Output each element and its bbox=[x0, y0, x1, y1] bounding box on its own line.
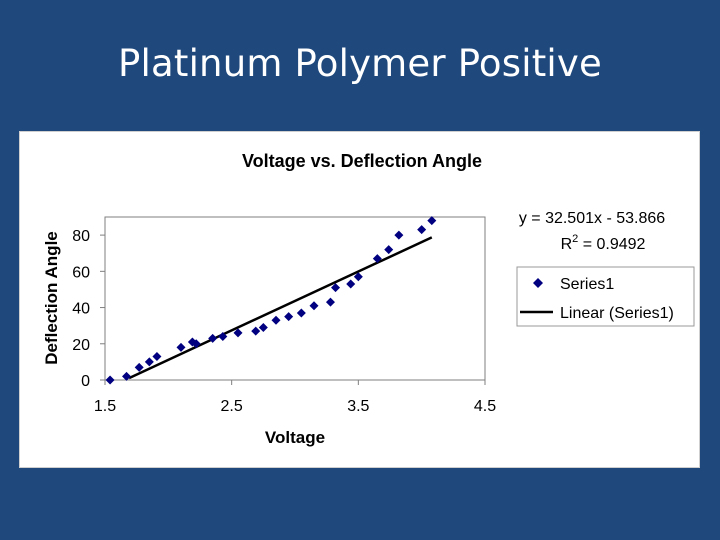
slide-title: Platinum Polymer Positive bbox=[118, 42, 602, 85]
data-point bbox=[144, 357, 154, 367]
data-point bbox=[105, 375, 115, 385]
data-point bbox=[271, 315, 281, 325]
y-tick-label: 80 bbox=[72, 228, 90, 245]
trendline-equation: y = 32.501x - 53.866 bbox=[519, 210, 665, 227]
trendline-layer bbox=[128, 236, 433, 380]
r-squared-prefix: R bbox=[561, 236, 573, 253]
x-axis: 1.5 2.5 3.5 4.5 bbox=[94, 380, 496, 415]
data-point bbox=[208, 333, 218, 343]
data-point bbox=[187, 337, 197, 347]
legend: Series1 Linear (Series1) bbox=[516, 266, 695, 327]
data-points-layer bbox=[105, 216, 437, 385]
data-point bbox=[346, 279, 356, 289]
data-point bbox=[284, 312, 294, 322]
data-point bbox=[309, 301, 319, 311]
chart: Voltage vs. Deflection Angle 0 20 40 60 80 1… bbox=[42, 151, 695, 447]
y-tick-label: 40 bbox=[72, 301, 90, 318]
legend-label-series1: Series1 bbox=[560, 276, 614, 293]
trendline-r-squared: R2 = 0.9492 bbox=[561, 233, 646, 253]
data-point bbox=[258, 322, 268, 332]
data-point bbox=[372, 254, 382, 264]
y-axis: 0 20 40 60 80 bbox=[72, 228, 105, 390]
x-tick-label: 2.5 bbox=[221, 398, 243, 415]
data-point bbox=[353, 272, 363, 282]
y-tick-label: 0 bbox=[81, 373, 90, 390]
data-point bbox=[325, 297, 335, 307]
legend-marker-series1 bbox=[533, 278, 543, 288]
chart-title: Voltage vs. Deflection Angle bbox=[242, 151, 482, 171]
data-point bbox=[394, 230, 404, 240]
x-axis-label: Voltage bbox=[265, 428, 325, 447]
data-point bbox=[251, 326, 261, 336]
x-tick-label: 1.5 bbox=[94, 398, 116, 415]
data-point bbox=[427, 216, 437, 226]
trendline bbox=[128, 236, 433, 380]
y-axis-label: Deflection Angle bbox=[42, 231, 61, 365]
data-point bbox=[176, 342, 186, 352]
data-point bbox=[384, 245, 394, 255]
data-point bbox=[218, 332, 228, 342]
r-squared-exponent: 2 bbox=[572, 233, 578, 245]
data-point bbox=[122, 371, 132, 381]
y-tick-label: 60 bbox=[72, 264, 90, 281]
data-point bbox=[296, 308, 306, 318]
legend-box bbox=[516, 266, 695, 327]
x-tick-label: 4.5 bbox=[474, 398, 496, 415]
data-point bbox=[191, 339, 201, 349]
data-point bbox=[417, 225, 427, 235]
data-point bbox=[233, 328, 243, 338]
chart-panel: Voltage vs. Deflection Angle 0 20 40 60 80 1… bbox=[19, 131, 700, 468]
data-point bbox=[152, 351, 162, 361]
x-tick-label: 3.5 bbox=[347, 398, 369, 415]
r-squared-value: = 0.9492 bbox=[578, 236, 645, 253]
legend-label-linear: Linear (Series1) bbox=[560, 305, 674, 322]
y-tick-label: 20 bbox=[72, 337, 90, 354]
data-point bbox=[331, 283, 341, 293]
plot-area bbox=[104, 216, 486, 381]
data-point bbox=[134, 362, 144, 372]
